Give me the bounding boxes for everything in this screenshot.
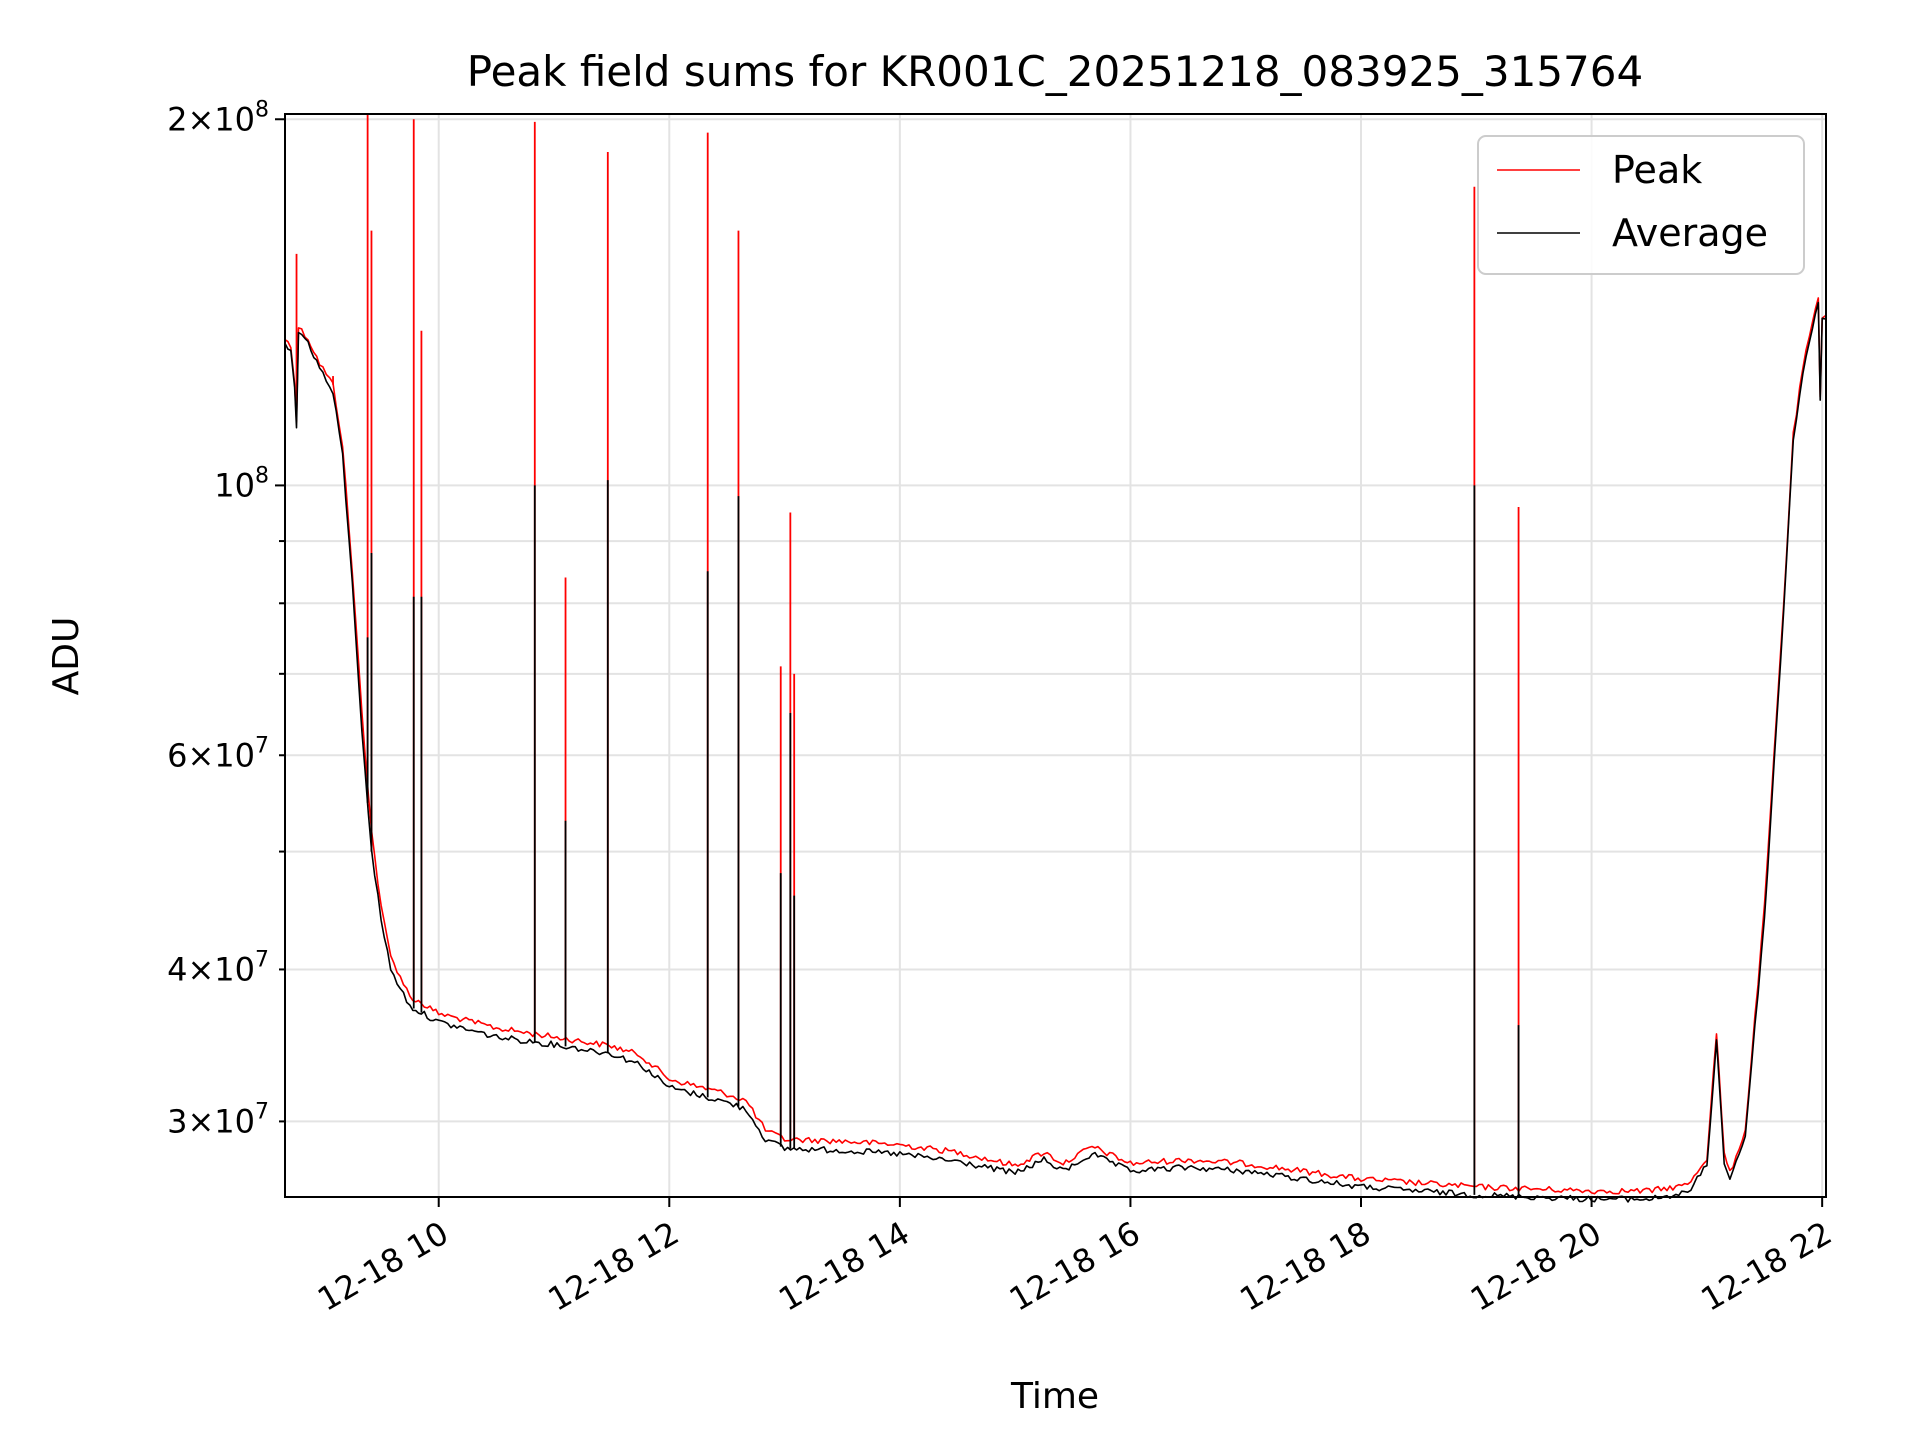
x-axis-label: Time	[1010, 1376, 1099, 1417]
series-line-average	[284, 301, 1827, 1203]
plot-lines	[284, 114, 1827, 1203]
legend-label-average: Average	[1612, 211, 1768, 255]
x-tick-label: 12-18 20	[1464, 1214, 1608, 1319]
x-tick-label: 12-18 18	[1233, 1214, 1377, 1319]
y-tick-mantissa: 3	[167, 1102, 187, 1140]
x-tick-label: 12-18 12	[542, 1214, 686, 1319]
y-tick-exponent: 8	[255, 97, 269, 122]
y-tick-label: 6×107	[167, 733, 269, 774]
x-tick-label: 12-18 16	[1003, 1214, 1147, 1319]
legend-label-peak: Peak	[1612, 148, 1702, 192]
x-tick-label: 12-18 14	[772, 1214, 916, 1319]
y-tick-mantissa: 2	[167, 100, 187, 138]
plot-frame	[284, 113, 1827, 1198]
y-tick-mantissa: 6	[167, 736, 187, 774]
y-tick-label: 3×107	[167, 1099, 269, 1140]
grid	[285, 114, 1826, 1197]
y-tick-label: 4×107	[167, 947, 269, 988]
x-tick-label: 12-18 22	[1695, 1214, 1839, 1319]
y-axis-label: ADU	[46, 617, 87, 696]
y-tick-mantissa: 4	[167, 950, 187, 988]
x-tick-label: 12-18 10	[311, 1214, 455, 1319]
chart-title: Peak field sums for KR001C_20251218_0839…	[467, 47, 1643, 96]
y-tick-exponent: 7	[255, 947, 269, 972]
series-line-peak	[284, 297, 1827, 1195]
y-tick-exponent: 8	[255, 463, 269, 488]
y-tick-exponent: 7	[255, 1099, 269, 1124]
legend: Peak Average	[1477, 135, 1805, 275]
y-tick-label: 2×108	[167, 97, 269, 138]
x-axis: 12-18 10 12-18 12 12-18 14 12-18 16 12-18 18…	[311, 1197, 1838, 1319]
y-tick-label: 108	[214, 463, 269, 504]
y-axis: 108 2×108 3×107 4×107 6×107	[167, 97, 285, 1140]
y-tick-exponent: 7	[255, 733, 269, 758]
